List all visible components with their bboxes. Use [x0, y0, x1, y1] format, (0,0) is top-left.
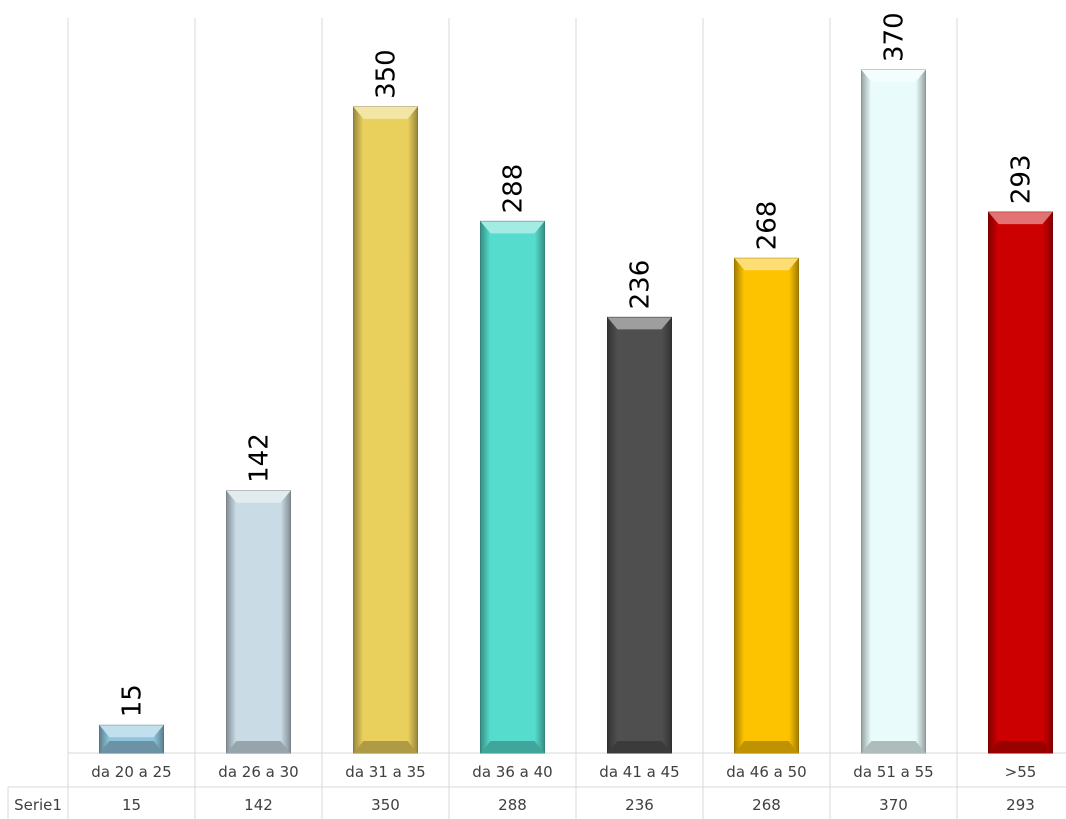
bar-3: [353, 106, 418, 754]
data-table: da 20 a 25 15 da 26 a 30 142 da 31 a 35 350 da…: [14, 763, 1036, 814]
bar-top-bevel: [226, 490, 291, 503]
table-value: 350: [371, 796, 400, 814]
bar-body: [480, 220, 545, 754]
bar-bottom-bevel: [99, 741, 164, 753]
bar-2: [226, 490, 291, 754]
bar-bottom-bevel: [988, 741, 1053, 753]
category-label: da 51 a 55: [853, 763, 933, 781]
series-label: Serie1: [14, 796, 62, 814]
data-label: 268: [753, 201, 783, 251]
bar-top-bevel: [734, 258, 799, 271]
table-value: 288: [498, 796, 527, 814]
table-value: 268: [752, 796, 781, 814]
table-value: 236: [625, 796, 654, 814]
table-value: 293: [1006, 796, 1035, 814]
bar-top-bevel: [607, 317, 672, 330]
bar-5: [607, 316, 672, 754]
bar-4: [480, 220, 545, 754]
bar-top-bevel: [353, 106, 418, 119]
bar-body: [353, 106, 418, 754]
table-value: 15: [122, 796, 141, 814]
bar-bottom-bevel: [353, 741, 418, 753]
bar-bottom-bevel: [861, 741, 926, 753]
category-label: da 26 a 30: [218, 763, 298, 781]
data-label: 288: [499, 164, 529, 214]
data-label: 142: [245, 433, 275, 483]
bar-6: [734, 257, 799, 754]
bar-body: [226, 490, 291, 754]
category-label: da 31 a 35: [345, 763, 425, 781]
data-label: 370: [880, 12, 910, 62]
bar-body: [861, 69, 926, 754]
data-label: 236: [626, 260, 656, 310]
category-label: da 41 a 45: [599, 763, 679, 781]
bar-bottom-bevel: [226, 741, 291, 753]
data-label: 350: [372, 49, 402, 99]
bar-top-bevel: [480, 221, 545, 234]
bar-bottom-bevel: [480, 741, 545, 753]
category-label: da 46 a 50: [726, 763, 806, 781]
category-label: da 36 a 40: [472, 763, 552, 781]
data-label: 293: [1007, 154, 1037, 204]
data-label: 15: [118, 684, 148, 717]
category-label: da 20 a 25: [91, 763, 171, 781]
table-value: 370: [879, 796, 908, 814]
bar-bottom-bevel: [734, 741, 799, 753]
bar-body: [607, 316, 672, 754]
bar-body: [988, 211, 1053, 754]
table-value: 142: [244, 796, 273, 814]
bar-bottom-bevel: [607, 741, 672, 753]
bar-1: [99, 724, 164, 754]
bar-7: [861, 69, 926, 754]
chart-bars: [99, 69, 1053, 754]
chart-data-labels: 15 142 350 288 236 268 370 293: [118, 12, 1037, 717]
bar-top-bevel: [99, 725, 164, 738]
bar-8: [988, 211, 1053, 754]
category-label: >55: [1005, 763, 1037, 781]
bar-top-bevel: [861, 70, 926, 82]
bar-top-bevel: [988, 212, 1053, 225]
bar-body: [734, 257, 799, 754]
